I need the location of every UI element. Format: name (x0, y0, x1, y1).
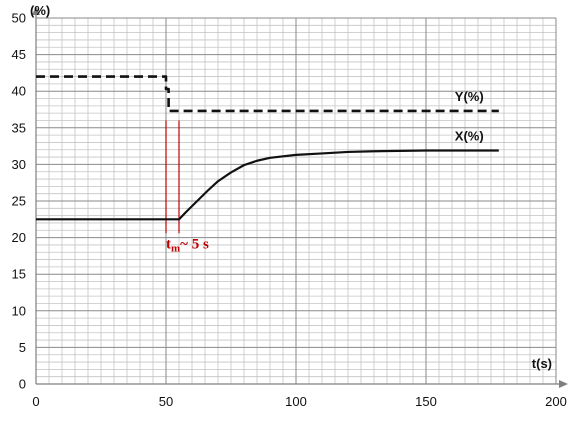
x-tick-label: 50 (159, 394, 173, 409)
series (36, 75, 499, 221)
y-axis-label: (%) (30, 3, 50, 18)
delay-annotation-label: tm~ 5 s (166, 237, 209, 255)
y-tick-label: 5 (19, 340, 26, 355)
y-tick-label: 20 (12, 230, 26, 245)
x-tick-label: 100 (285, 394, 307, 409)
grid (36, 17, 557, 384)
y-tick-label: 0 (19, 377, 26, 392)
x-tick-label: 150 (415, 394, 437, 409)
y-tick-label: 25 (12, 194, 26, 209)
y-tick-label: 40 (12, 84, 26, 99)
x-axis-arrow (559, 380, 568, 388)
series-label-x: X(%) (455, 128, 484, 143)
axes (32, 6, 568, 388)
series-label-y: Y(%) (455, 89, 484, 104)
y-tick-label: 10 (12, 303, 26, 318)
y-axis-arrow (32, 6, 40, 15)
y-tick-label: 15 (12, 267, 26, 282)
y-tick-label: 30 (12, 157, 26, 172)
y-tick-label: 35 (12, 120, 26, 135)
series-line-x (36, 149, 499, 221)
series-line-y (36, 75, 499, 113)
x-tick-label: 200 (545, 394, 567, 409)
annotations (165, 120, 180, 234)
y-tick-label: 50 (12, 11, 26, 26)
labels: 0 50 100 150 200 0 5 10 15 20 25 30 35 40 45 50 (%) t(s) Y… (12, 3, 567, 409)
x-tick-label: 0 (32, 394, 39, 409)
y-tick-label: 45 (12, 47, 26, 62)
x-axis-label: t(s) (532, 356, 552, 371)
